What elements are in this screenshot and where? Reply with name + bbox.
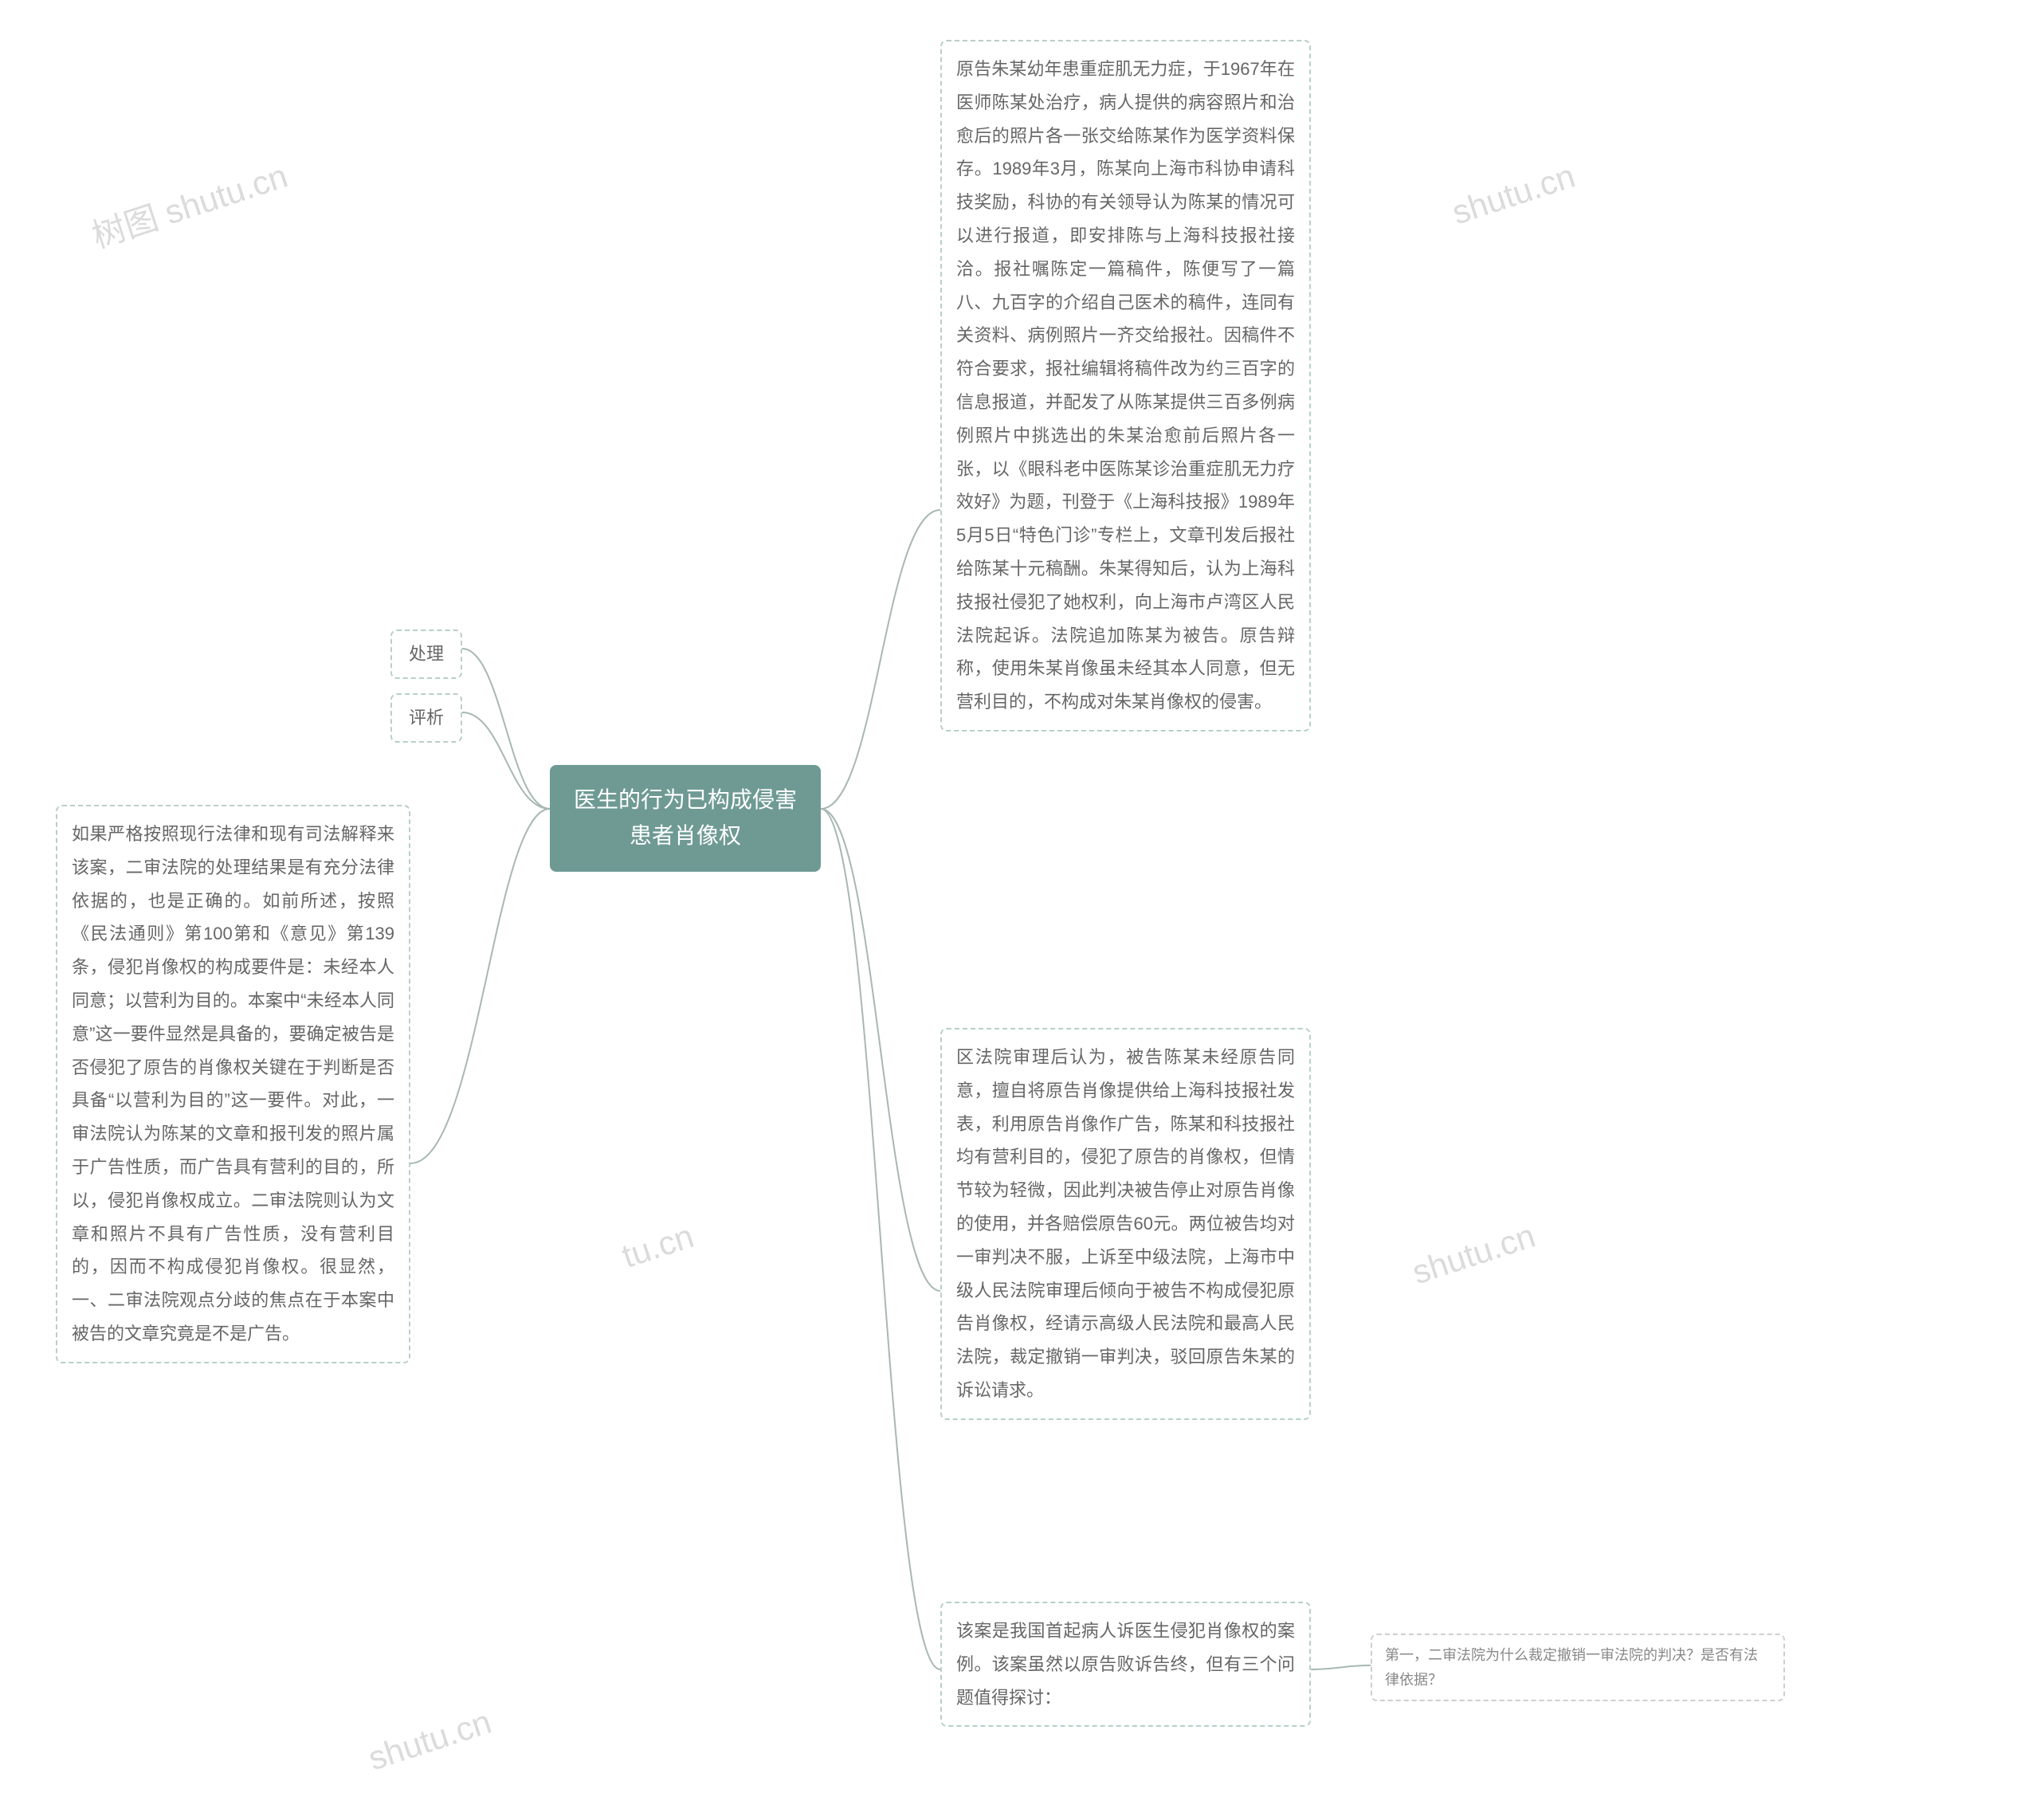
right-questions-text: 该案是我国首起病人诉医生侵犯肖像权的案例。该案虽然以原告败诉告终，但有三个问题值… <box>956 1621 1295 1708</box>
left-node-pingxi-text: 评析 <box>409 708 444 728</box>
center-node-text: 医生的行为已构成侵害患者肖像权 <box>574 787 797 848</box>
left-node-pingxi: 评析 <box>390 693 462 743</box>
right-ruling-node: 区法院审理后认为，被告陈某未经原告同意，擅自将原告肖像提供给上海科技报社发表，利… <box>940 1028 1311 1420</box>
right-q1-text: 第一，二审法院为什么裁定撤销一审法院的判决？是否有法律依据？ <box>1385 1647 1758 1688</box>
watermark: shutu.cn <box>363 1703 496 1779</box>
left-node-chuli-text: 处理 <box>409 644 444 664</box>
watermark: 树图 shutu.cn <box>85 149 293 258</box>
left-analysis-text: 如果严格按照现行法律和现有司法解释来该案，二审法院的处理结果是有充分法律依据的，… <box>72 824 394 1343</box>
watermark: tu.cn <box>618 1217 698 1276</box>
right-facts-node: 原告朱某幼年患重症肌无力症，于1967年在医师陈某处治疗，病人提供的病容照片和治… <box>940 40 1311 732</box>
left-node-chuli: 处理 <box>390 630 462 679</box>
watermark: shutu.cn <box>1447 157 1579 233</box>
right-q1-node: 第一，二审法院为什么裁定撤销一审法院的判决？是否有法律依据？ <box>1371 1634 1785 1701</box>
watermark: shutu.cn <box>1407 1217 1540 1292</box>
right-ruling-text: 区法院审理后认为，被告陈某未经原告同意，擅自将原告肖像提供给上海科技报社发表，利… <box>956 1047 1295 1400</box>
right-facts-text: 原告朱某幼年患重症肌无力症，于1967年在医师陈某处治疗，病人提供的病容照片和治… <box>956 59 1295 712</box>
right-questions-node: 该案是我国首起病人诉医生侵犯肖像权的案例。该案虽然以原告败诉告终，但有三个问题值… <box>940 1602 1311 1727</box>
left-analysis-node: 如果严格按照现行法律和现有司法解释来该案，二审法院的处理结果是有充分法律依据的，… <box>56 805 410 1363</box>
center-node: 医生的行为已构成侵害患者肖像权 <box>550 765 821 872</box>
